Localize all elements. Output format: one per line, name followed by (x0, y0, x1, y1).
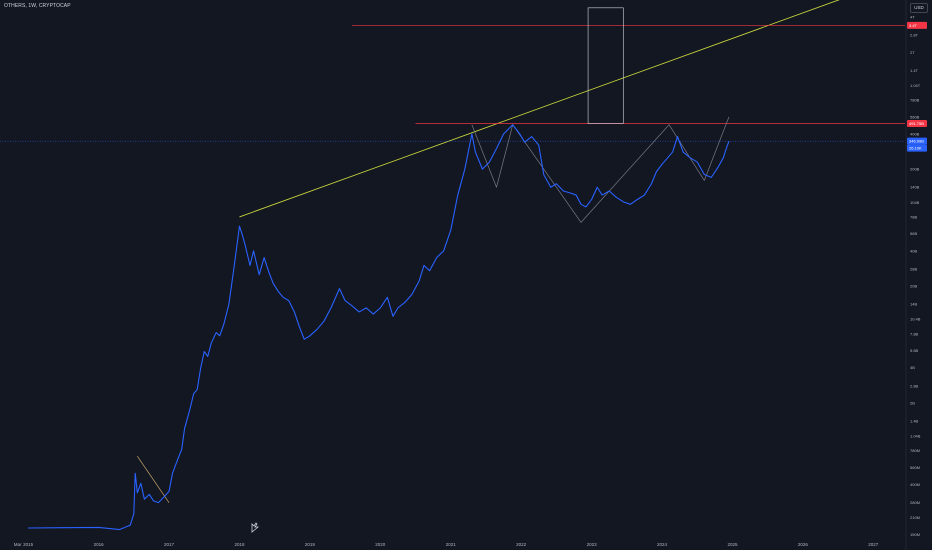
price-badge-bg (907, 119, 927, 127)
x-tick-label: 2026 (798, 542, 809, 547)
y-axis: 4T 2.8T 2T 1.4T 1.04T 780B 560B 400B 200B 140B 104… (910, 15, 921, 537)
y-tick-label: 14B (910, 302, 917, 307)
y-tick-label: 210M (910, 515, 920, 520)
guide-lines (0, 0, 905, 218)
y-tick-label: 780M (910, 448, 920, 453)
x-tick-label: 2022 (516, 542, 527, 547)
y-tick-label: 1.04T (910, 83, 921, 88)
symbol-title: OTHERS, 1W, CRYPTOCAP (4, 3, 71, 9)
y-tick-label: 2.8B (910, 383, 919, 388)
price-badge-bg (907, 144, 927, 152)
series-trend-line[interactable] (239, 0, 905, 218)
series-price[interactable] (28, 124, 730, 531)
price-badge-label: 346.99B (909, 139, 924, 144)
x-tick-label: 2021 (446, 542, 457, 547)
series-pattern-2016[interactable] (137, 455, 170, 503)
y-tick-label: 150M (910, 532, 920, 537)
x-tick-label: 2025 (727, 542, 738, 547)
y-tick-label: 560M (910, 465, 920, 470)
x-tick-label: 2015 (23, 542, 34, 547)
y-tick-label: 20B (910, 284, 917, 289)
x-tick-label: 2027 (868, 542, 879, 547)
y-tick-label: 104B (910, 200, 920, 205)
y-tick-label: 280M (910, 500, 920, 505)
price-badges: 3.4T 491.75B 346.99B 26.10K (907, 21, 927, 152)
y-tick-label: 56B (910, 231, 917, 236)
y-tick-label: 10.4B (910, 317, 921, 322)
y-tick-label: 5.6B (910, 348, 919, 353)
price-badge-bg (907, 137, 927, 145)
y-tick-label: 400M (910, 482, 920, 487)
price-badge: 346.99B (907, 137, 927, 145)
x-tick-label: 2018 (234, 542, 245, 547)
cursor (251, 522, 260, 533)
x-tick-label: 2019 (305, 542, 316, 547)
pattern-lines (137, 7, 730, 503)
x-tick-label: 2023 (587, 542, 598, 547)
y-tick-label: 2T (910, 50, 915, 55)
price-badge-label: 3.4T (909, 23, 918, 28)
y-tick-label: 40B (910, 248, 917, 253)
price-badge: 26.10K (907, 144, 927, 152)
series-zigzag[interactable] (471, 116, 730, 223)
price-badge: 491.75B (907, 119, 927, 127)
price-badge-label: 26.10K (909, 146, 922, 151)
x-tick-label: 2020 (375, 542, 386, 547)
price-badge: 3.4T (907, 21, 927, 29)
y-tick-label: 2B (910, 400, 915, 405)
y-tick-label: 560B (910, 114, 920, 119)
currency-selector[interactable]: USD (910, 3, 928, 13)
y-tick-label: 4T (910, 15, 915, 20)
y-tick-label: 7.8B (910, 331, 919, 336)
x-tick-label: 2024 (657, 542, 668, 547)
x-tick-label: 2016 (94, 542, 105, 547)
y-tick-label: 28B (910, 266, 917, 271)
price-badge-label: 491.75B (909, 121, 924, 126)
price-badge-bg (907, 21, 927, 29)
y-tick-label: 1.4B (910, 418, 919, 423)
y-tick-label: 2.8T (910, 33, 919, 38)
x-tick-label: 2017 (164, 542, 175, 547)
projection-box[interactable] (587, 7, 624, 124)
y-tick-label: 780B (910, 98, 920, 103)
y-tick-label: 400B (910, 131, 920, 136)
x-axis: Mar 2015 2016 2017 2018 2019 2020 2021 2022 2023 2… (14, 542, 879, 547)
price-series (28, 124, 730, 531)
y-tick-label: 4B (910, 365, 915, 370)
y-tick-label: 1.4T (910, 68, 919, 73)
y-tick-label: 140B (910, 185, 920, 190)
y-tick-label: 78B (910, 214, 917, 219)
hand-cursor-icon (251, 522, 260, 533)
y-tick-label: 200B (910, 167, 920, 172)
x-tick-label: Mar (14, 542, 22, 547)
y-tick-label: 1.04B (910, 434, 921, 439)
